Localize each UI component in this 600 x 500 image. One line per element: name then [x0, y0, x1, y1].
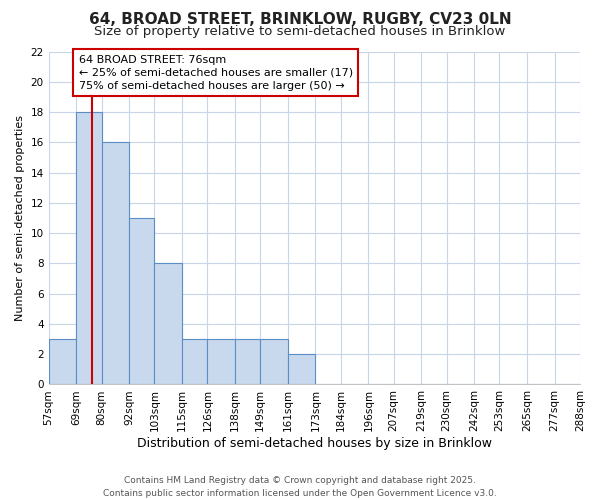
Text: Contains HM Land Registry data © Crown copyright and database right 2025.
Contai: Contains HM Land Registry data © Crown c…	[103, 476, 497, 498]
Bar	[76, 112, 101, 384]
Bar	[288, 354, 316, 384]
Bar	[101, 142, 129, 384]
Bar	[129, 218, 154, 384]
X-axis label: Distribution of semi-detached houses by size in Brinklow: Distribution of semi-detached houses by …	[137, 437, 492, 450]
Bar	[235, 339, 260, 384]
Y-axis label: Number of semi-detached properties: Number of semi-detached properties	[15, 115, 25, 321]
Text: 64, BROAD STREET, BRINKLOW, RUGBY, CV23 0LN: 64, BROAD STREET, BRINKLOW, RUGBY, CV23 …	[89, 12, 511, 28]
Bar	[154, 264, 182, 384]
Bar	[49, 339, 76, 384]
Bar	[208, 339, 235, 384]
Text: 64 BROAD STREET: 76sqm
← 25% of semi-detached houses are smaller (17)
75% of sem: 64 BROAD STREET: 76sqm ← 25% of semi-det…	[79, 54, 353, 91]
Bar	[182, 339, 208, 384]
Bar	[260, 339, 288, 384]
Text: Size of property relative to semi-detached houses in Brinklow: Size of property relative to semi-detach…	[94, 25, 506, 38]
